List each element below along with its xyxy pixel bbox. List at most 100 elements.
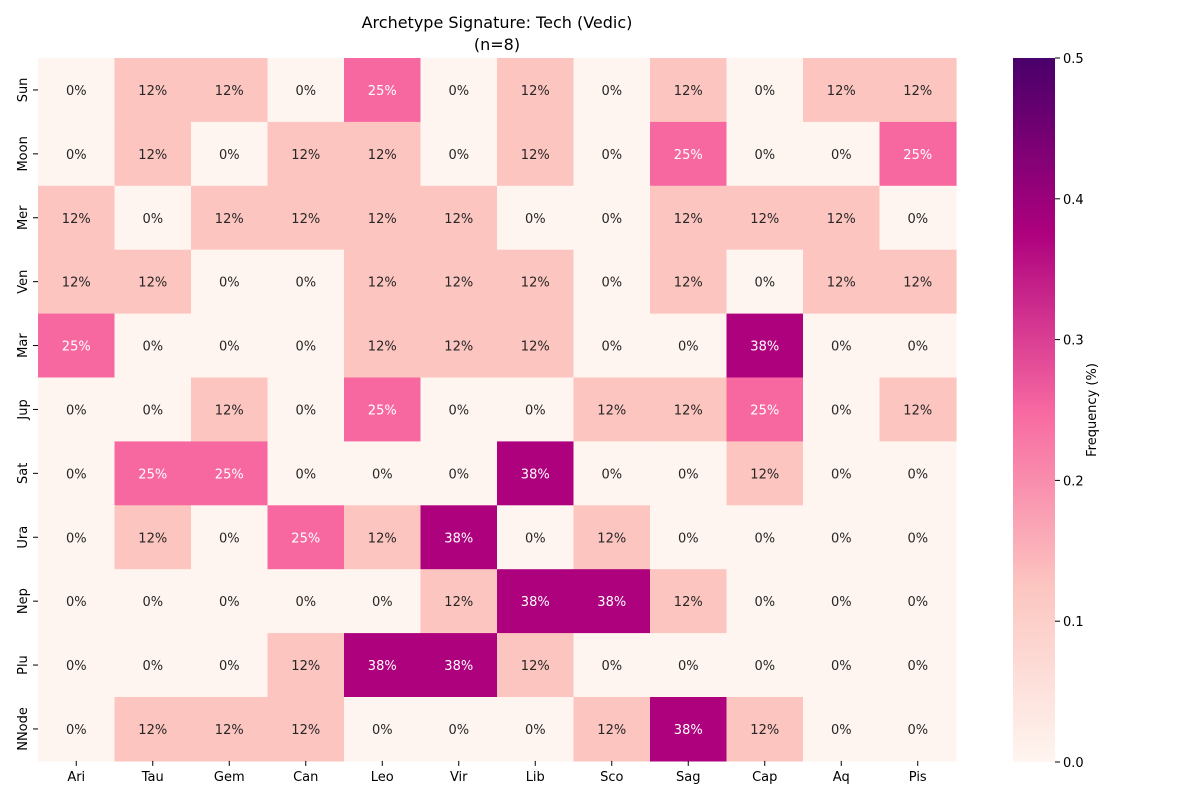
cell-label: 0% [907, 531, 928, 546]
heatmap-cell [420, 633, 498, 698]
heatmap-cell [38, 249, 116, 315]
y-tick-label: Mar [16, 333, 31, 358]
heatmap-cell [38, 313, 116, 379]
cell-label: 38% [521, 595, 550, 610]
cell-label: 0% [372, 595, 393, 610]
cell-label: 12% [444, 276, 473, 291]
heatmap-cell [38, 377, 116, 442]
heatmap-cell [420, 697, 498, 762]
heatmap-cell [191, 633, 269, 698]
heatmap-cell [650, 697, 728, 762]
heatmap-cell [726, 505, 804, 570]
cell-label: 0% [66, 148, 87, 163]
heatmap-cell [803, 697, 881, 762]
cell-label: 0% [66, 403, 87, 418]
cell-label: 12% [597, 531, 626, 546]
cell-label: 12% [215, 212, 244, 227]
cell-label: 0% [907, 467, 928, 482]
heatmap-cell [114, 377, 192, 442]
x-tick-label: Aq [833, 770, 850, 785]
y-tick-label: Plu [16, 655, 31, 675]
cell-label: 25% [215, 467, 244, 482]
heatmap-cell [573, 58, 651, 123]
cell-label: 12% [827, 212, 856, 227]
heatmap-cell [344, 58, 422, 123]
cell-label: 12% [368, 212, 397, 227]
cell-label: 0% [831, 595, 852, 610]
heatmap-cell [573, 505, 651, 570]
cell-label: 0% [831, 403, 852, 418]
heatmap-cell [267, 313, 345, 379]
cell-label: 12% [750, 212, 779, 227]
cell-label: 0% [754, 276, 775, 291]
heatmap-cell [344, 249, 422, 315]
heatmap-cell [267, 441, 345, 506]
cell-label: 12% [521, 276, 550, 291]
heatmap-cell [420, 377, 498, 442]
cell-label: 0% [907, 595, 928, 610]
heatmap-cell [38, 185, 116, 251]
y-tick-label: Mer [16, 205, 31, 230]
cell-label: 0% [525, 212, 546, 227]
heatmap-cell [803, 121, 881, 187]
cell-label: 12% [62, 212, 91, 227]
heatmap-cell [497, 249, 575, 315]
cell-label: 0% [295, 340, 316, 355]
heatmap-cell [726, 249, 804, 315]
heatmap-cell [191, 58, 269, 123]
cell-label: 12% [444, 212, 473, 227]
heatmap-cell [573, 313, 651, 379]
heatmap-cell [344, 441, 422, 506]
heatmap-cell [803, 58, 881, 123]
cell-label: 12% [674, 212, 703, 227]
cell-label: 0% [601, 659, 622, 674]
cell-label: 0% [448, 84, 469, 99]
cell-label: 0% [142, 340, 163, 355]
heatmap-cell [191, 377, 269, 442]
colorbar-tick-label: 0.3 [1063, 334, 1084, 349]
cell-label: 12% [138, 276, 167, 291]
heatmap-cell [38, 697, 116, 762]
cell-label: 25% [903, 148, 932, 163]
heatmap-cell [726, 377, 804, 442]
cell-label: 0% [219, 595, 240, 610]
cell-label: 0% [295, 595, 316, 610]
cell-label: 38% [368, 659, 397, 674]
cell-label: 12% [291, 723, 320, 738]
heatmap-cell [114, 569, 192, 634]
heatmap-cell [573, 249, 651, 315]
cell-label: 25% [62, 340, 91, 355]
cell-label: 12% [827, 276, 856, 291]
heatmap-cell [803, 505, 881, 570]
cell-label: 0% [907, 723, 928, 738]
cell-label: 0% [754, 531, 775, 546]
heatmap-cell [879, 569, 957, 634]
heatmap-cell [497, 633, 575, 698]
heatmap-cell [267, 58, 345, 123]
heatmap-cell [497, 569, 575, 634]
cell-label: 0% [295, 276, 316, 291]
cell-label: 0% [295, 467, 316, 482]
cell-label: 0% [601, 276, 622, 291]
cell-label: 38% [750, 340, 779, 355]
heatmap-cell [650, 633, 728, 698]
cell-label: 25% [368, 84, 397, 99]
heatmap-cell [497, 441, 575, 506]
heatmap-cell [420, 58, 498, 123]
cell-label: 38% [444, 531, 473, 546]
colorbar-tick-label: 0.2 [1063, 474, 1084, 489]
heatmap-cell [38, 121, 116, 187]
y-tick-label: Jup [16, 399, 31, 420]
heatmap-cell [803, 313, 881, 379]
heatmap-cell [191, 441, 269, 506]
heatmap-cell [114, 505, 192, 570]
cell-label: 0% [66, 467, 87, 482]
cell-label: 25% [674, 148, 703, 163]
cell-label: 12% [903, 403, 932, 418]
cell-label: 0% [219, 531, 240, 546]
cell-label: 0% [448, 467, 469, 482]
cell-label: 0% [831, 148, 852, 163]
cell-label: 0% [525, 531, 546, 546]
cell-label: 0% [907, 340, 928, 355]
colorbar: 0.0 0.1 0.2 0.3 0.4 0.5 Frequency (%) [1013, 52, 1100, 771]
